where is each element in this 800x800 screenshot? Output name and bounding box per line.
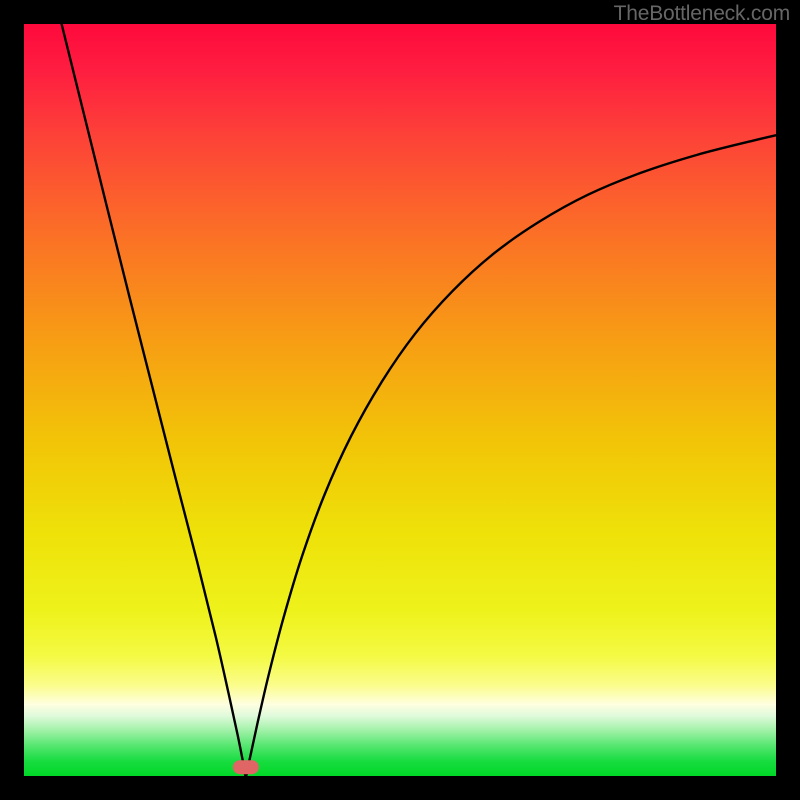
plot-area	[24, 24, 776, 776]
watermark-text: TheBottleneck.com	[614, 2, 790, 26]
bottleneck-curve	[24, 24, 776, 776]
optimal-point-marker	[233, 760, 259, 774]
